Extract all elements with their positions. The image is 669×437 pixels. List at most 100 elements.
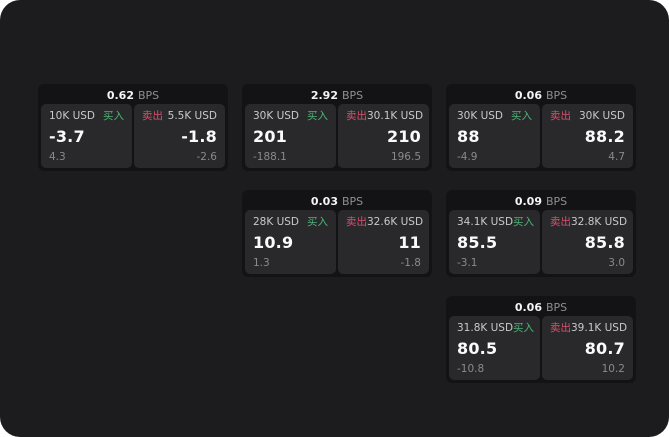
buy-change: -4.9 — [457, 150, 478, 163]
buy-size: 30K USD — [253, 110, 300, 122]
sell-panel[interactable]: 卖出 39.1K USD 80.7 10.2 — [542, 316, 633, 380]
sell-size: 5.5K USD — [167, 110, 217, 122]
bps-value: 0.09 — [514, 195, 542, 208]
sell-size: 39.1K USD — [571, 322, 628, 334]
sell-change: -2.6 — [196, 150, 218, 163]
sell-size: 30K USD — [578, 110, 625, 122]
bps-unit-label: BPS — [341, 89, 364, 102]
bps-unit-label: BPS — [137, 89, 160, 102]
buy-panel[interactable]: 34.1K USD 买入 85.5 -3.1 — [449, 210, 540, 274]
buy-size: 30K USD — [457, 110, 504, 122]
buy-change: 4.3 — [49, 150, 66, 163]
buy-tag: 买入 — [513, 216, 535, 228]
buy-change: 1.3 — [253, 256, 270, 269]
quote-card: 2.92 BPS 30K USD 买入 201 -188.1 卖出 30.1K … — [242, 84, 432, 171]
sell-size: 30.1K USD — [367, 110, 424, 122]
sell-panel-top: 卖出 39.1K USD — [550, 322, 628, 334]
buy-tag: 买入 — [307, 110, 328, 122]
quote-card: 0.62 BPS 10K USD 买入 -3.7 4.3 卖出 5.5K USD — [38, 84, 228, 171]
buy-panel[interactable]: 30K USD 买入 201 -188.1 — [245, 104, 336, 168]
bps-header: 0.06 BPS — [449, 299, 633, 316]
sell-price: 85.8 — [584, 232, 625, 252]
sell-change: 4.7 — [608, 150, 625, 163]
sell-panel-top: 卖出 5.5K USD — [142, 111, 217, 122]
buy-panel-top: 31.8K USD 买入 — [457, 322, 535, 334]
quote-body: 31.8K USD 买入 80.5 -10.8 卖出 39.1K USD 80.… — [449, 316, 633, 380]
buy-panel[interactable]: 30K USD 买入 88 -4.9 — [449, 104, 540, 168]
sell-change: 10.2 — [601, 362, 625, 375]
sell-change: 3.0 — [608, 256, 625, 269]
buy-change: -3.1 — [457, 256, 478, 269]
buy-size: 28K USD — [253, 216, 300, 228]
quote-card: 0.06 BPS 30K USD 买入 88 -4.9 卖出 30K USD — [446, 84, 636, 171]
sell-panel[interactable]: 卖出 5.5K USD -1.8 -2.6 — [134, 104, 225, 168]
buy-price: -3.7 — [49, 126, 85, 146]
buy-tag: 买入 — [103, 110, 124, 122]
buy-change: -188.1 — [253, 150, 287, 163]
buy-change: -10.8 — [457, 362, 485, 375]
sell-change: -1.8 — [400, 256, 422, 269]
buy-price: 80.5 — [457, 338, 498, 358]
buy-size: 31.8K USD — [457, 322, 514, 334]
buy-panel-top: 30K USD 买入 — [253, 111, 328, 122]
bps-header: 0.62 BPS — [41, 87, 225, 104]
bps-header: 0.09 BPS — [449, 193, 633, 210]
sell-tag: 卖出 — [346, 216, 367, 228]
sell-tag: 卖出 — [142, 110, 163, 122]
sell-panel[interactable]: 卖出 32.6K USD 11 -1.8 — [338, 210, 429, 274]
bps-header: 2.92 BPS — [245, 87, 429, 104]
quote-body: 28K USD 买入 10.9 1.3 卖出 32.6K USD 11 -1.8 — [245, 210, 429, 274]
sell-change: 196.5 — [390, 150, 421, 163]
bps-unit-label: BPS — [545, 89, 568, 102]
bps-unit-label: BPS — [545, 195, 568, 208]
sell-price: 88.2 — [584, 126, 625, 146]
buy-panel[interactable]: 28K USD 买入 10.9 1.3 — [245, 210, 336, 274]
sell-panel[interactable]: 卖出 32.8K USD 85.8 3.0 — [542, 210, 633, 274]
buy-panel-top: 30K USD 买入 — [457, 111, 532, 122]
sell-tag: 卖出 — [550, 216, 571, 228]
sell-panel-top: 卖出 30.1K USD — [346, 110, 424, 122]
quote-body: 30K USD 买入 201 -188.1 卖出 30.1K USD 210 1… — [245, 104, 429, 168]
bps-value: 0.03 — [310, 195, 338, 208]
quote-card: 0.09 BPS 34.1K USD 买入 85.5 -3.1 卖出 32.8K… — [446, 190, 636, 277]
sell-panel-top: 卖出 32.8K USD — [550, 216, 628, 228]
buy-price: 201 — [253, 126, 287, 146]
buy-tag: 买入 — [513, 322, 535, 334]
bps-value: 0.62 — [106, 89, 134, 102]
bps-value: 0.06 — [514, 301, 542, 314]
sell-panel[interactable]: 卖出 30K USD 88.2 4.7 — [542, 104, 633, 168]
quote-body: 10K USD 买入 -3.7 4.3 卖出 5.5K USD -1.8 -2.… — [41, 104, 225, 168]
sell-panel-top: 卖出 30K USD — [550, 111, 625, 122]
bps-value: 2.92 — [310, 89, 338, 102]
buy-panel-top: 34.1K USD 买入 — [457, 216, 535, 228]
sell-tag: 卖出 — [550, 110, 571, 122]
sell-panel[interactable]: 卖出 30.1K USD 210 196.5 — [338, 104, 429, 168]
buy-panel[interactable]: 31.8K USD 买入 80.5 -10.8 — [449, 316, 540, 380]
buy-panel[interactable]: 10K USD 买入 -3.7 4.3 — [41, 104, 132, 168]
sell-panel-top: 卖出 32.6K USD — [346, 216, 424, 228]
bps-header: 0.06 BPS — [449, 87, 633, 104]
sell-size: 32.8K USD — [571, 216, 628, 228]
buy-size: 34.1K USD — [457, 216, 514, 228]
bps-header: 0.03 BPS — [245, 193, 429, 210]
buy-panel-top: 28K USD 买入 — [253, 217, 328, 228]
bps-value: 0.06 — [514, 89, 542, 102]
sell-price: 210 — [387, 126, 421, 146]
buy-tag: 买入 — [511, 110, 532, 122]
buy-price: 10.9 — [253, 232, 294, 252]
bps-unit-label: BPS — [341, 195, 364, 208]
buy-tag: 买入 — [307, 216, 328, 228]
bps-unit-label: BPS — [545, 301, 568, 314]
buy-size: 10K USD — [49, 110, 96, 122]
sell-price: -1.8 — [181, 126, 217, 146]
sell-size: 32.6K USD — [367, 216, 424, 228]
sell-price: 80.7 — [584, 338, 625, 358]
sell-tag: 卖出 — [550, 322, 571, 334]
quote-body: 30K USD 买入 88 -4.9 卖出 30K USD 88.2 4.7 — [449, 104, 633, 168]
quote-body: 34.1K USD 买入 85.5 -3.1 卖出 32.8K USD 85.8… — [449, 210, 633, 274]
buy-price: 88 — [457, 126, 480, 146]
quote-card: 0.03 BPS 28K USD 买入 10.9 1.3 卖出 32.6K US… — [242, 190, 432, 277]
sell-tag: 卖出 — [346, 110, 367, 122]
buy-price: 85.5 — [457, 232, 498, 252]
